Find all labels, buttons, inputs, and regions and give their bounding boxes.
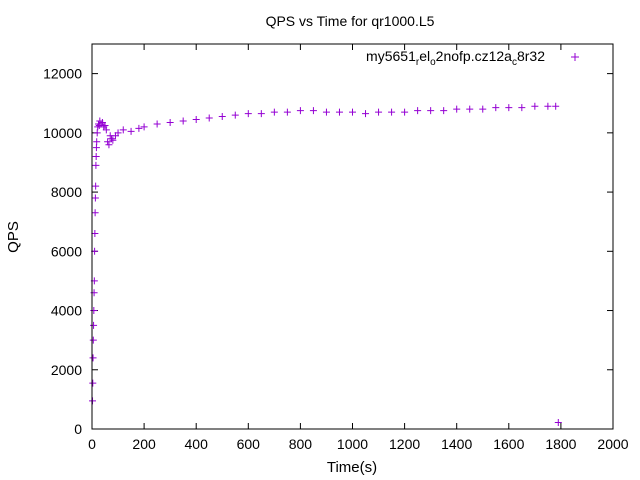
- data-point: [114, 129, 122, 137]
- data-point: [192, 116, 200, 124]
- chart-title: QPS vs Time for qr1000.L5: [266, 13, 435, 29]
- data-point: [109, 136, 117, 144]
- y-tick-label: 2000: [51, 362, 82, 378]
- data-point: [105, 141, 113, 149]
- data-point: [401, 108, 409, 116]
- x-tick-label: 0: [88, 436, 96, 452]
- data-point: [322, 108, 330, 116]
- data-point: [388, 108, 396, 116]
- data-point: [427, 107, 435, 115]
- data-points: [89, 102, 562, 426]
- y-tick-label: 8000: [51, 184, 82, 200]
- data-point: [552, 102, 560, 110]
- data-point: [90, 307, 98, 315]
- data-point: [466, 105, 474, 113]
- data-point: [92, 153, 100, 161]
- x-tick-label: 1800: [545, 436, 576, 452]
- y-tick-label: 6000: [51, 243, 82, 259]
- data-point: [108, 135, 116, 143]
- data-point: [89, 397, 97, 405]
- data-point: [89, 354, 97, 362]
- data-point: [479, 105, 487, 113]
- data-point: [440, 107, 448, 115]
- data-point: [119, 126, 127, 134]
- legend: my5651relo2nofp.cz12ac8r32: [366, 48, 579, 68]
- data-point: [92, 161, 100, 169]
- data-point: [231, 111, 239, 119]
- legend-label: my5651relo2nofp.cz12ac8r32: [366, 48, 545, 68]
- data-point: [283, 108, 291, 116]
- data-point: [296, 107, 304, 115]
- data-point: [544, 102, 552, 110]
- data-point: [453, 105, 461, 113]
- y-tick-label: 0: [74, 421, 82, 437]
- data-point: [270, 108, 278, 116]
- axis-ticks: 0 200 400 600 800 1000 1200 1400 1600 1800 2000 0 20…: [43, 44, 629, 452]
- data-point: [205, 114, 213, 122]
- data-point: [244, 110, 252, 118]
- data-point: [140, 123, 148, 131]
- data-point: [135, 124, 143, 132]
- data-point: [375, 108, 383, 116]
- y-axis-label: QPS: [5, 221, 22, 253]
- data-point: [492, 104, 500, 112]
- data-point: [414, 107, 422, 115]
- x-tick-label: 2000: [597, 436, 628, 452]
- data-point: [127, 127, 135, 135]
- data-point: [92, 182, 100, 190]
- data-point: [335, 108, 343, 116]
- y-tick-label: 4000: [51, 303, 82, 319]
- data-point: [518, 104, 526, 112]
- plot-border: [91, 43, 614, 430]
- y-tick-label: 12000: [43, 66, 82, 82]
- y-tick-label: 10000: [43, 125, 82, 141]
- data-point: [531, 102, 539, 110]
- data-point: [362, 110, 370, 118]
- data-point: [93, 129, 101, 137]
- data-point: [102, 126, 110, 134]
- data-point: [89, 336, 97, 344]
- data-point: [179, 117, 187, 125]
- data-point: [554, 418, 562, 426]
- x-tick-label: 800: [289, 436, 313, 452]
- data-point: [257, 110, 265, 118]
- x-axis-label: Time(s): [327, 459, 377, 476]
- data-point: [166, 118, 174, 126]
- x-tick-label: 1400: [441, 436, 472, 452]
- data-point: [104, 138, 112, 146]
- data-point: [349, 108, 356, 116]
- data-point: [90, 321, 98, 329]
- x-tick-label: 600: [237, 436, 261, 452]
- data-point: [92, 144, 100, 152]
- data-point: [91, 230, 99, 238]
- data-point: [101, 121, 109, 129]
- data-point: [94, 123, 102, 131]
- data-point: [89, 379, 97, 387]
- data-point: [91, 194, 99, 202]
- data-point: [218, 113, 226, 121]
- x-tick-label: 1600: [493, 436, 524, 452]
- legend-marker: [571, 53, 579, 61]
- data-point: [505, 104, 513, 112]
- x-tick-label: 200: [132, 436, 156, 452]
- data-point: [153, 120, 161, 128]
- data-point: [93, 138, 101, 146]
- data-point: [309, 107, 317, 115]
- x-tick-label: 1000: [337, 436, 368, 452]
- x-tick-label: 400: [185, 436, 209, 452]
- x-tick-label: 1200: [389, 436, 420, 452]
- data-point: [91, 209, 99, 217]
